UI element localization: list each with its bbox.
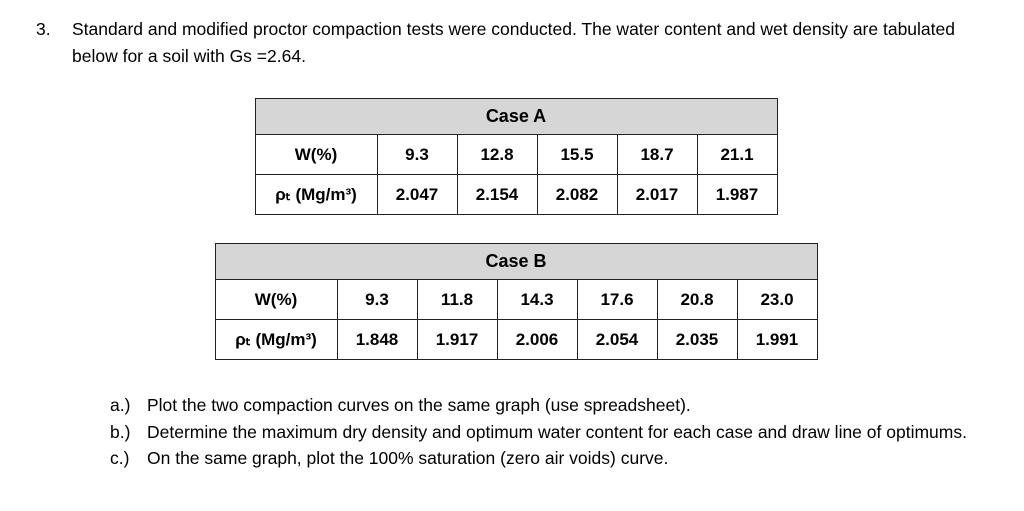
case-b-table: Case B W(%) 9.3 11.8 14.3 17.6 20.8 23.0… bbox=[214, 243, 818, 360]
table-cell: 1.848 bbox=[336, 319, 418, 360]
question-c-label: c.) bbox=[110, 448, 130, 468]
question-a: a.) Plot the two compaction curves on th… bbox=[110, 392, 996, 419]
table-cell: 2.054 bbox=[576, 319, 658, 360]
table-cell: 2.047 bbox=[376, 174, 458, 215]
question-a-text: Plot the two compaction curves on the sa… bbox=[147, 395, 691, 415]
table-cell: 1.991 bbox=[736, 319, 818, 360]
table-cell: 14.3 bbox=[496, 279, 578, 320]
row-label-water-content: W(%) bbox=[254, 134, 378, 175]
table-cell: 15.5 bbox=[536, 134, 618, 175]
row-label-wet-density: ρₜ (Mg/m³) bbox=[254, 174, 378, 215]
case-a-header-row: Case A bbox=[254, 98, 778, 135]
case-a-title: Case A bbox=[254, 98, 778, 135]
question-c: c.) On the same graph, plot the 100% sat… bbox=[110, 445, 996, 472]
table-row: W(%) 9.3 11.8 14.3 17.6 20.8 23.0 bbox=[214, 279, 818, 320]
row-label-water-content: W(%) bbox=[214, 279, 338, 320]
case-b-table-wrap: Case B W(%) 9.3 11.8 14.3 17.6 20.8 23.0… bbox=[36, 243, 996, 360]
question-b-text: Determine the maximum dry density and op… bbox=[147, 421, 967, 442]
table-cell: 9.3 bbox=[336, 279, 418, 320]
table-cell: 2.154 bbox=[456, 174, 538, 215]
table-cell: 21.1 bbox=[696, 134, 778, 175]
question-c-text: On the same graph, plot the 100% saturat… bbox=[147, 448, 669, 468]
table-cell: 2.017 bbox=[616, 174, 698, 215]
question-b: b.) Determine the maximum dry density an… bbox=[110, 419, 996, 446]
case-b-header-row: Case B bbox=[214, 243, 818, 280]
case-b-title: Case B bbox=[214, 243, 818, 280]
problem-text: Standard and modified proctor compaction… bbox=[72, 19, 955, 66]
table-cell: 20.8 bbox=[656, 279, 738, 320]
table-cell: 2.035 bbox=[656, 319, 738, 360]
question-a-label: a.) bbox=[110, 395, 131, 415]
case-a-table: Case A W(%) 9.3 12.8 15.5 18.7 21.1 ρₜ (… bbox=[254, 98, 778, 215]
table-cell: 12.8 bbox=[456, 134, 538, 175]
table-cell: 23.0 bbox=[736, 279, 818, 320]
table-cell: 17.6 bbox=[576, 279, 658, 320]
question-list: a.) Plot the two compaction curves on th… bbox=[110, 392, 996, 472]
table-cell: 11.8 bbox=[416, 279, 498, 320]
problem-statement: 3. Standard and modified proctor compact… bbox=[36, 16, 996, 70]
table-row: ρₜ (Mg/m³) 2.047 2.154 2.082 2.017 1.987 bbox=[254, 174, 778, 215]
problem-number: 3. bbox=[36, 19, 51, 39]
table-cell: 9.3 bbox=[376, 134, 458, 175]
table-row: ρₜ (Mg/m³) 1.848 1.917 2.006 2.054 2.035… bbox=[214, 319, 818, 360]
table-cell: 2.082 bbox=[536, 174, 618, 215]
table-cell: 2.006 bbox=[496, 319, 578, 360]
case-a-table-wrap: Case A W(%) 9.3 12.8 15.5 18.7 21.1 ρₜ (… bbox=[36, 98, 996, 215]
table-cell: 1.917 bbox=[416, 319, 498, 360]
question-b-label: b.) bbox=[110, 421, 131, 442]
row-label-wet-density: ρₜ (Mg/m³) bbox=[214, 319, 338, 360]
table-row: W(%) 9.3 12.8 15.5 18.7 21.1 bbox=[254, 134, 778, 175]
table-cell: 18.7 bbox=[616, 134, 698, 175]
table-cell: 1.987 bbox=[696, 174, 778, 215]
